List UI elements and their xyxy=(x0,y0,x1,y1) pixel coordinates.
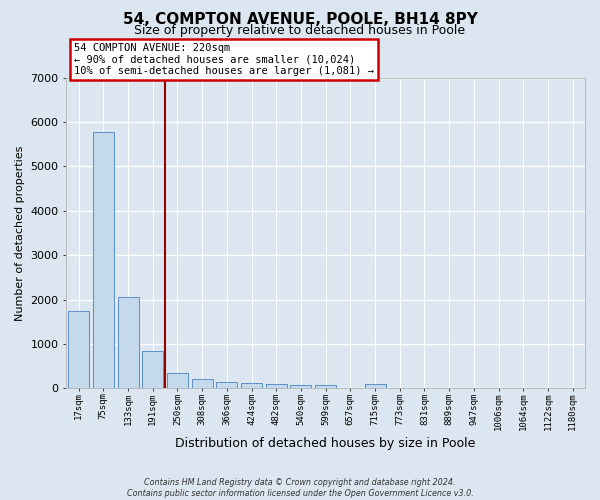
Bar xyxy=(315,385,336,388)
Bar xyxy=(142,352,163,389)
Bar xyxy=(167,373,188,388)
Bar xyxy=(68,310,89,388)
X-axis label: Distribution of detached houses by size in Poole: Distribution of detached houses by size … xyxy=(175,437,476,450)
Y-axis label: Number of detached properties: Number of detached properties xyxy=(15,146,25,320)
Bar xyxy=(365,384,386,388)
Text: Contains HM Land Registry data © Crown copyright and database right 2024.
Contai: Contains HM Land Registry data © Crown c… xyxy=(127,478,473,498)
Bar xyxy=(290,384,311,388)
Bar xyxy=(93,132,114,388)
Bar xyxy=(191,378,212,388)
Text: 54, COMPTON AVENUE, POOLE, BH14 8PY: 54, COMPTON AVENUE, POOLE, BH14 8PY xyxy=(122,12,478,28)
Bar xyxy=(217,382,238,388)
Text: Size of property relative to detached houses in Poole: Size of property relative to detached ho… xyxy=(134,24,466,37)
Bar xyxy=(241,384,262,388)
Text: 54 COMPTON AVENUE: 220sqm
← 90% of detached houses are smaller (10,024)
10% of s: 54 COMPTON AVENUE: 220sqm ← 90% of detac… xyxy=(74,43,374,76)
Bar xyxy=(266,384,287,388)
Bar xyxy=(118,297,139,388)
